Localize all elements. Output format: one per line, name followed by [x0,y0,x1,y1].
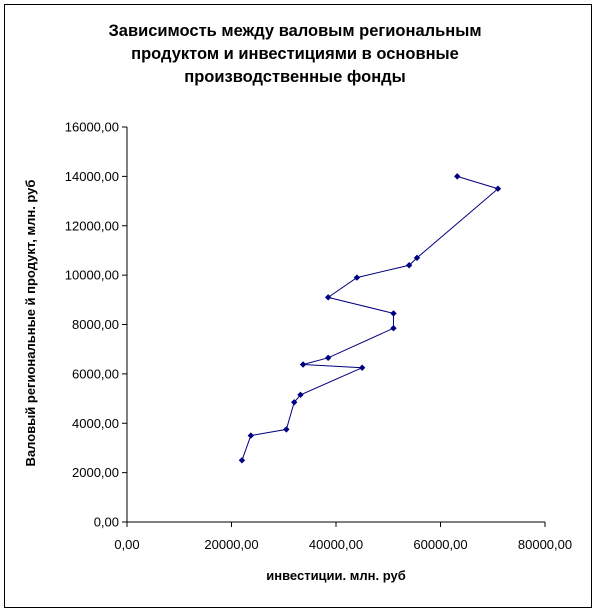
data-point-marker [238,457,246,464]
data-point-marker [405,262,413,269]
data-point-marker [247,432,255,439]
data-point-marker [454,173,461,180]
y-axis-title: Валовый региональные й продукт, млн. руб [23,180,38,467]
data-point-marker [299,361,307,368]
series-line [241,175,499,461]
data-point-marker [297,391,304,399]
data-point-marker [353,274,361,281]
y-tick-label: 0,00 [94,515,119,530]
series-polyline [241,175,499,461]
y-tick-label: 14000,00 [65,169,119,184]
x-ticks: 0,00 20000,00 40000,00 60000,00 80000,00 [114,522,572,552]
chart-title-line-1: Зависимость между валовым региональным [108,22,482,40]
data-point-marker [324,294,332,301]
y-tick-label: 8000,00 [72,317,119,332]
chart-frame [4,4,592,608]
y-ticks: 0,00 2000,00 4000,00 6000,00 8000,00 10000,00… [65,120,127,530]
data-point-marker [390,325,397,332]
data-point-marker [291,399,298,406]
axes [126,127,545,523]
chart-title-line-3: производственные фонды [184,68,406,86]
x-tick-label: 20000,00 [204,537,258,552]
x-tick-label: 80000,00 [518,537,572,552]
data-points [238,173,502,464]
y-tick-label: 12000,00 [65,218,119,233]
data-point-marker [324,354,332,362]
x-tick-label: 60000,00 [413,537,467,552]
y-tick-label: 6000,00 [72,366,119,381]
x-tick-label: 0,00 [114,537,139,552]
y-tick-label: 10000,00 [65,268,119,283]
data-point-marker [358,364,366,371]
chart-title-line-2: продуктом и инвестициями в основные [131,45,459,63]
y-tick-label: 4000,00 [72,416,119,431]
data-point-marker [413,254,421,262]
x-axis-title: инвестиции. млн. руб [266,568,406,583]
x-tick-label: 40000,00 [309,537,363,552]
y-tick-label: 16000,00 [65,120,119,135]
y-tick-label: 2000,00 [72,465,119,480]
data-point-marker [390,310,397,317]
data-point-marker [494,185,502,192]
data-point-marker [283,426,290,433]
chart-title: Зависимость между валовым региональным п… [60,20,530,89]
